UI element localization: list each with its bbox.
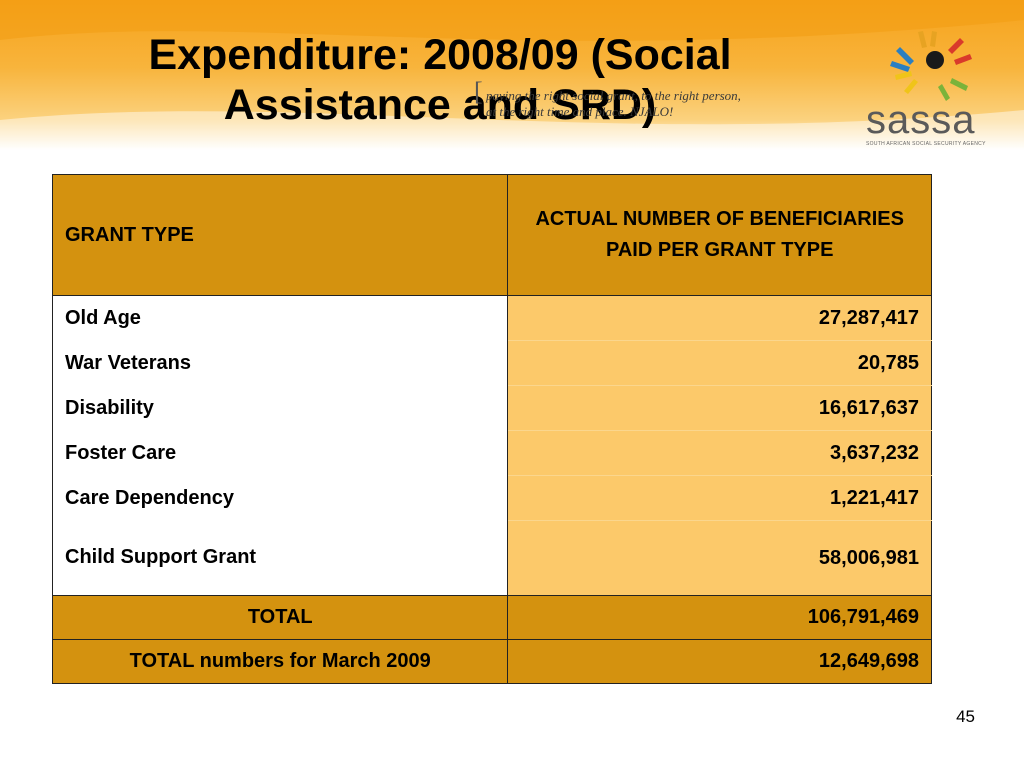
grant-beneficiaries: 16,617,637	[507, 385, 932, 431]
table-row: War Veterans 20,785	[51, 340, 932, 386]
table-row: Care Dependency 1,221,417	[51, 475, 932, 521]
total-value: 106,791,469	[507, 595, 932, 640]
grant-beneficiaries: 27,287,417	[507, 295, 932, 341]
grants-table: GRANT TYPE ACTUAL NUMBER OF BENEFICIARIE…	[51, 174, 932, 684]
march-total-row: TOTAL numbers for March 2009 12,649,698	[51, 639, 932, 684]
hands-logo-icon	[890, 31, 972, 101]
table-row: Child Support Grant 58,006,981	[51, 520, 932, 596]
table-row: Foster Care 3,637,232	[51, 430, 932, 476]
grant-name: Child Support Grant	[51, 520, 509, 596]
grant-beneficiaries: 20,785	[507, 340, 932, 386]
slide-title-line-1: Expenditure: 2008/09 (Social	[148, 31, 732, 79]
grant-name: Old Age	[51, 295, 509, 341]
slide-title: Expenditure: 2008/09 (Social Assistance …	[40, 30, 840, 130]
grant-name: Foster Care	[51, 430, 509, 476]
grant-beneficiaries: 1,221,417	[507, 475, 932, 521]
total-label: TOTAL	[51, 595, 509, 640]
tagline-line-1: paying the right social grant, to the ri…	[486, 88, 741, 103]
logo-wordmark: sassa	[866, 98, 976, 142]
page-number: 45	[956, 707, 975, 726]
march-total-value: 12,649,698	[507, 639, 932, 684]
header-swoosh	[0, 0, 1024, 160]
logo-subtitle: SOUTH AFRICAN SOCIAL SECURITY AGENCY	[866, 141, 986, 147]
header-grant-type: GRANT TYPE	[51, 174, 509, 296]
grant-name: Care Dependency	[51, 475, 509, 521]
grant-name: Disability	[51, 385, 509, 431]
table-header-row: GRANT TYPE ACTUAL NUMBER OF BENEFICIARIE…	[51, 174, 932, 296]
grant-beneficiaries: 58,006,981	[507, 520, 932, 596]
grant-name: War Veterans	[51, 340, 509, 386]
march-total-label: TOTAL numbers for March 2009	[51, 639, 509, 684]
header-beneficiaries: ACTUAL NUMBER OF BENEFICIARIES PAID PER …	[507, 174, 932, 296]
grant-beneficiaries: 3,637,232	[507, 430, 932, 476]
tagline-line-2: at the right time and place. NJALO!	[486, 104, 674, 119]
tagline-bracket: [	[474, 77, 483, 106]
total-row: TOTAL 106,791,469	[51, 595, 932, 640]
table-row: Disability 16,617,637	[51, 385, 932, 431]
table-row: Old Age 27,287,417	[51, 295, 932, 341]
slide-title-line-2: Assistance and SRD)	[223, 81, 657, 129]
